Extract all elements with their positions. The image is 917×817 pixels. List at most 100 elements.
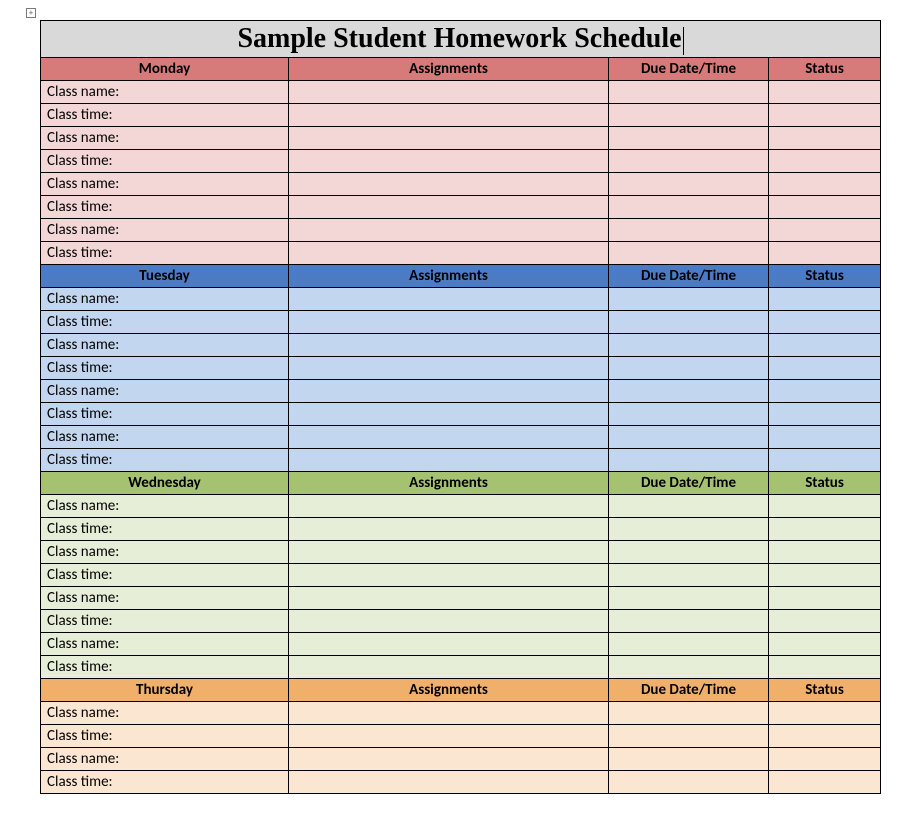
assignments-cell[interactable] [289, 495, 609, 518]
due-date-cell[interactable] [609, 633, 769, 656]
day-header-wednesday: Wednesday [41, 472, 289, 495]
status-cell[interactable] [769, 518, 881, 541]
due-date-cell[interactable] [609, 380, 769, 403]
homework-schedule-table: Sample Student Homework Schedule Monday As… [40, 20, 881, 794]
due-date-cell[interactable] [609, 587, 769, 610]
status-cell[interactable] [769, 173, 881, 196]
status-cell[interactable] [769, 334, 881, 357]
status-cell[interactable] [769, 104, 881, 127]
status-cell[interactable] [769, 656, 881, 679]
assignments-cell[interactable] [289, 610, 609, 633]
status-cell[interactable] [769, 633, 881, 656]
class-time-label: Class time: [41, 104, 289, 127]
assignments-cell[interactable] [289, 449, 609, 472]
schedule-title-text: Sample Student Homework Schedule [237, 23, 681, 54]
due-date-cell[interactable] [609, 702, 769, 725]
status-cell[interactable] [769, 357, 881, 380]
due-date-cell[interactable] [609, 495, 769, 518]
assignments-cell[interactable] [289, 748, 609, 771]
status-cell[interactable] [769, 81, 881, 104]
due-date-cell[interactable] [609, 403, 769, 426]
status-cell[interactable] [769, 564, 881, 587]
assignments-cell[interactable] [289, 173, 609, 196]
assignments-cell[interactable] [289, 357, 609, 380]
status-cell[interactable] [769, 127, 881, 150]
due-date-cell[interactable] [609, 81, 769, 104]
assignments-cell[interactable] [289, 219, 609, 242]
status-cell[interactable] [769, 426, 881, 449]
class-name-label: Class name: [41, 748, 289, 771]
assignments-cell[interactable] [289, 541, 609, 564]
status-cell[interactable] [769, 219, 881, 242]
due-date-cell[interactable] [609, 564, 769, 587]
due-date-cell[interactable] [609, 357, 769, 380]
col-header-assignments: Assignments [289, 472, 609, 495]
status-cell[interactable] [769, 196, 881, 219]
due-date-cell[interactable] [609, 725, 769, 748]
due-date-cell[interactable] [609, 288, 769, 311]
status-cell[interactable] [769, 311, 881, 334]
status-cell[interactable] [769, 495, 881, 518]
assignments-cell[interactable] [289, 564, 609, 587]
status-cell[interactable] [769, 702, 881, 725]
class-name-label: Class name: [41, 219, 289, 242]
assignments-cell[interactable] [289, 288, 609, 311]
due-date-cell[interactable] [609, 541, 769, 564]
assignments-cell[interactable] [289, 334, 609, 357]
assignments-cell[interactable] [289, 242, 609, 265]
due-date-cell[interactable] [609, 196, 769, 219]
assignments-cell[interactable] [289, 403, 609, 426]
status-cell[interactable] [769, 242, 881, 265]
assignments-cell[interactable] [289, 81, 609, 104]
assignments-cell[interactable] [289, 725, 609, 748]
due-date-cell[interactable] [609, 656, 769, 679]
status-cell[interactable] [769, 403, 881, 426]
due-date-cell[interactable] [609, 242, 769, 265]
assignments-cell[interactable] [289, 380, 609, 403]
assignments-cell[interactable] [289, 518, 609, 541]
table-move-handle[interactable]: + [26, 8, 36, 18]
due-date-cell[interactable] [609, 449, 769, 472]
assignments-cell[interactable] [289, 104, 609, 127]
due-date-cell[interactable] [609, 748, 769, 771]
class-time-label: Class time: [41, 449, 289, 472]
due-date-cell[interactable] [609, 518, 769, 541]
status-cell[interactable] [769, 725, 881, 748]
assignments-cell[interactable] [289, 771, 609, 794]
due-date-cell[interactable] [609, 219, 769, 242]
assignments-cell[interactable] [289, 311, 609, 334]
status-cell[interactable] [769, 380, 881, 403]
class-time-label: Class time: [41, 771, 289, 794]
due-date-cell[interactable] [609, 173, 769, 196]
due-date-cell[interactable] [609, 127, 769, 150]
class-name-label: Class name: [41, 173, 289, 196]
status-cell[interactable] [769, 288, 881, 311]
due-date-cell[interactable] [609, 771, 769, 794]
assignments-cell[interactable] [289, 426, 609, 449]
class-time-label: Class time: [41, 656, 289, 679]
due-date-cell[interactable] [609, 150, 769, 173]
class-name-label: Class name: [41, 587, 289, 610]
status-cell[interactable] [769, 771, 881, 794]
due-date-cell[interactable] [609, 610, 769, 633]
status-cell[interactable] [769, 587, 881, 610]
due-date-cell[interactable] [609, 311, 769, 334]
assignments-cell[interactable] [289, 702, 609, 725]
assignments-cell[interactable] [289, 127, 609, 150]
assignments-cell[interactable] [289, 656, 609, 679]
assignments-cell[interactable] [289, 150, 609, 173]
status-cell[interactable] [769, 449, 881, 472]
status-cell[interactable] [769, 150, 881, 173]
due-date-cell[interactable] [609, 334, 769, 357]
status-cell[interactable] [769, 748, 881, 771]
class-name-label: Class name: [41, 127, 289, 150]
due-date-cell[interactable] [609, 426, 769, 449]
day-header-monday: Monday [41, 58, 289, 81]
class-time-label: Class time: [41, 196, 289, 219]
assignments-cell[interactable] [289, 196, 609, 219]
status-cell[interactable] [769, 610, 881, 633]
status-cell[interactable] [769, 541, 881, 564]
assignments-cell[interactable] [289, 587, 609, 610]
assignments-cell[interactable] [289, 633, 609, 656]
due-date-cell[interactable] [609, 104, 769, 127]
